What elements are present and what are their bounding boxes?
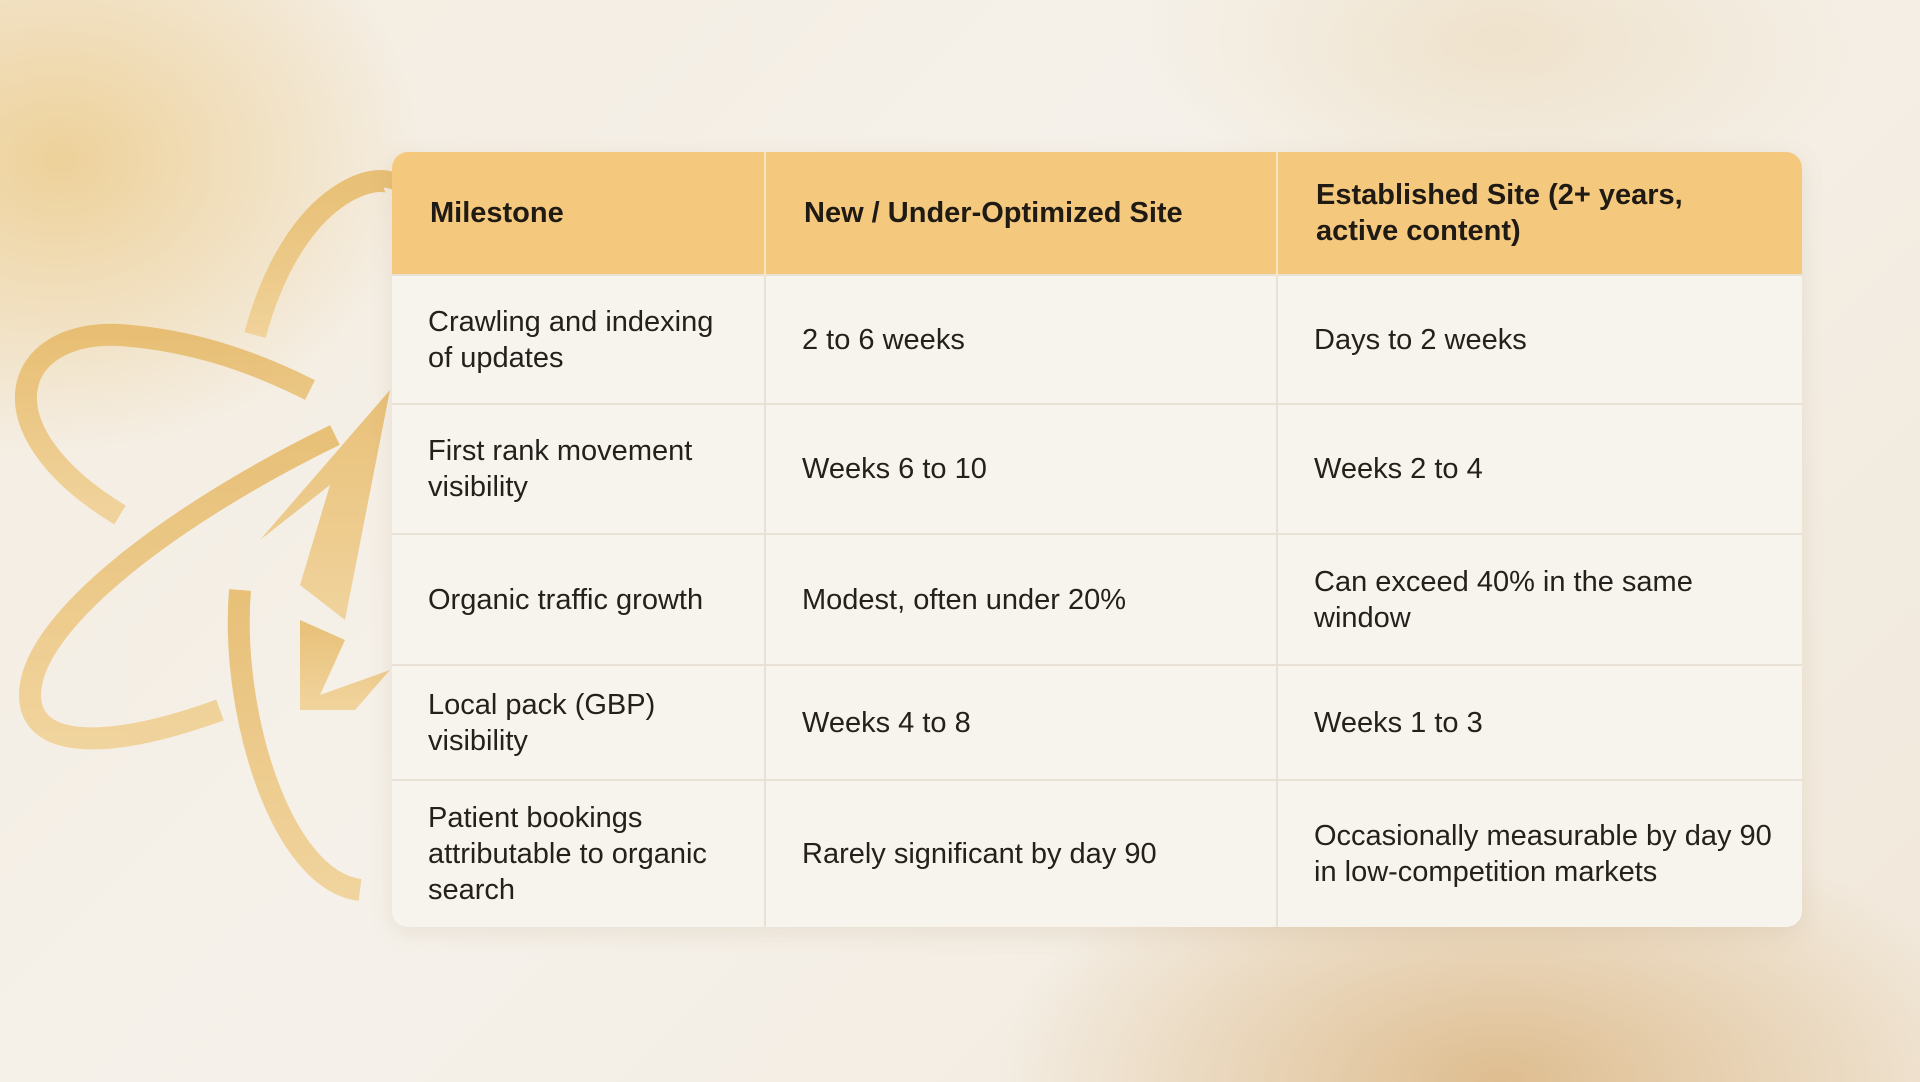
new-site-cell: Weeks 6 to 10 — [765, 403, 1278, 534]
table-row: Patient bookings attributable to organic… — [392, 779, 1802, 927]
new-site-cell: 2 to 6 weeks — [765, 274, 1278, 404]
established-site-cell: Weeks 2 to 4 — [1277, 403, 1802, 534]
established-site-cell: Days to 2 weeks — [1277, 274, 1802, 404]
established-site-cell: Weeks 1 to 3 — [1277, 664, 1802, 780]
table-row: First rank movement visibility Weeks 6 t… — [392, 403, 1802, 534]
table-row: Crawling and indexing of updates 2 to 6 … — [392, 274, 1802, 404]
header-new-site: New / Under-Optimized Site — [765, 152, 1278, 275]
header-established-site: Established Site (2+ years, active conte… — [1277, 152, 1802, 275]
milestone-cell: Crawling and indexing of updates — [392, 274, 766, 404]
table-row: Organic traffic growth Modest, often und… — [392, 533, 1802, 665]
table-header-row: Milestone New / Under-Optimized Site Est… — [392, 152, 1802, 275]
atom-orbit-logo-icon — [15, 170, 407, 901]
seo-timeline-table: Milestone New / Under-Optimized Site Est… — [392, 152, 1802, 927]
established-site-cell: Occasionally measurable by day 90 in low… — [1277, 779, 1802, 927]
table-row: Local pack (GBP) visibility Weeks 4 to 8… — [392, 664, 1802, 780]
milestone-cell: Local pack (GBP) visibility — [392, 664, 766, 780]
milestone-cell: Patient bookings attributable to organic… — [392, 779, 766, 927]
comparison-table-card: Milestone New / Under-Optimized Site Est… — [392, 152, 1802, 927]
new-site-cell: Rarely significant by day 90 — [765, 779, 1278, 927]
header-milestone: Milestone — [392, 152, 766, 275]
established-site-cell: Can exceed 40% in the same window — [1277, 533, 1802, 665]
new-site-cell: Modest, often under 20% — [765, 533, 1278, 665]
milestone-cell: Organic traffic growth — [392, 533, 766, 665]
new-site-cell: Weeks 4 to 8 — [765, 664, 1278, 780]
milestone-cell: First rank movement visibility — [392, 403, 766, 534]
